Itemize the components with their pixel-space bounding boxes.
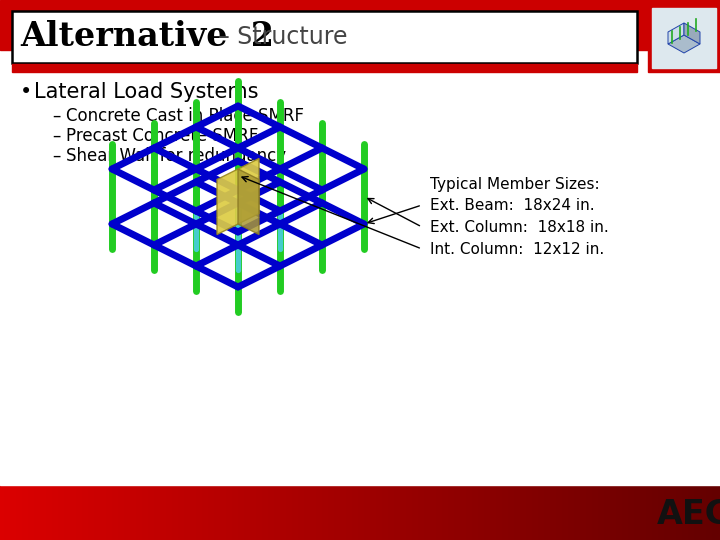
Text: Ext. Beam:  18x24 in.: Ext. Beam: 18x24 in. (430, 198, 595, 213)
Text: –: – (52, 107, 60, 125)
Bar (12, 64, 637, 72)
Polygon shape (684, 23, 700, 44)
Text: •: • (20, 82, 32, 102)
Text: Typical Member Sizes:: Typical Member Sizes: (430, 178, 600, 192)
Bar (652, 8, 716, 68)
Polygon shape (217, 159, 259, 234)
Polygon shape (668, 35, 700, 53)
Text: –: – (52, 127, 60, 145)
Text: Ext. Column:  18x18 in.: Ext. Column: 18x18 in. (430, 219, 608, 234)
Polygon shape (668, 23, 684, 44)
Text: Lateral Load Systems: Lateral Load Systems (34, 82, 258, 102)
Text: AEC: AEC (657, 498, 720, 531)
Text: Alternative  2: Alternative 2 (20, 19, 274, 52)
FancyBboxPatch shape (12, 11, 637, 63)
Text: Concrete Cast in Place SMRF: Concrete Cast in Place SMRF (66, 107, 304, 125)
Text: Precast Concrete SMRF: Precast Concrete SMRF (66, 127, 258, 145)
Bar (0, 0, 720, 50)
Text: –: – (52, 147, 60, 165)
Text: – Structure: – Structure (218, 25, 348, 49)
Text: Int. Column:  12x12 in.: Int. Column: 12x12 in. (430, 241, 604, 256)
Bar (648, 0, 720, 72)
Text: Shear Wall for redundancy: Shear Wall for redundancy (66, 147, 286, 165)
Bar (0, 482, 720, 485)
Polygon shape (238, 169, 259, 234)
